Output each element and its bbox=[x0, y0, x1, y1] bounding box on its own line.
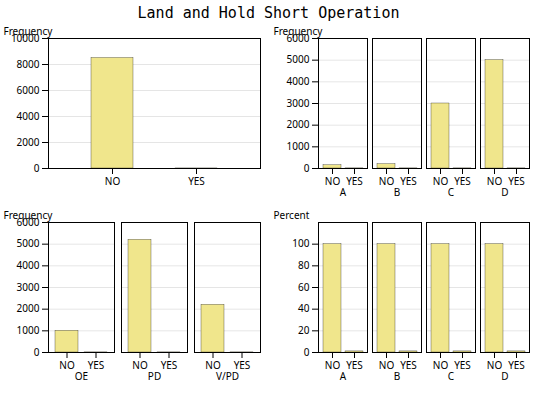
svg-text:2000: 2000 bbox=[17, 135, 40, 149]
svg-text:4000: 4000 bbox=[287, 74, 310, 88]
svg-text:0: 0 bbox=[34, 161, 40, 175]
svg-text:YES: YES bbox=[508, 174, 525, 188]
svg-text:YES: YES bbox=[454, 174, 471, 188]
svg-text:NO: NO bbox=[379, 358, 395, 372]
svg-text:40: 40 bbox=[298, 301, 310, 315]
svg-text:NO: NO bbox=[59, 358, 75, 372]
svg-text:3000: 3000 bbox=[17, 280, 40, 294]
svg-text:20: 20 bbox=[298, 323, 310, 337]
svg-text:Frequency: Frequency bbox=[274, 24, 324, 38]
svg-text:5000: 5000 bbox=[17, 236, 40, 250]
svg-text:YES: YES bbox=[400, 358, 417, 372]
svg-text:B: B bbox=[393, 184, 401, 199]
svg-text:1000: 1000 bbox=[17, 323, 40, 337]
svg-text:NO: NO bbox=[132, 358, 148, 372]
svg-text:B: B bbox=[393, 368, 401, 383]
svg-text:2000: 2000 bbox=[17, 301, 40, 315]
svg-text:NO: NO bbox=[205, 358, 221, 372]
svg-text:NO: NO bbox=[433, 174, 449, 188]
svg-text:C: C bbox=[447, 368, 455, 383]
svg-text:D: D bbox=[501, 368, 509, 383]
svg-text:1000: 1000 bbox=[287, 139, 310, 153]
svg-text:Frequency: Frequency bbox=[4, 24, 54, 38]
svg-text:PD: PD bbox=[148, 369, 161, 383]
svg-text:YES: YES bbox=[346, 358, 363, 372]
svg-text:10000: 10000 bbox=[10, 30, 40, 45]
svg-text:NO: NO bbox=[105, 174, 121, 188]
svg-text:4000: 4000 bbox=[17, 258, 40, 272]
svg-text:100: 100 bbox=[292, 236, 309, 250]
svg-text:NO: NO bbox=[487, 358, 503, 372]
svg-text:0: 0 bbox=[34, 345, 40, 359]
svg-text:80: 80 bbox=[298, 258, 310, 272]
svg-text:2000: 2000 bbox=[287, 117, 310, 131]
svg-text:YES: YES bbox=[508, 358, 525, 372]
svg-text:YES: YES bbox=[346, 174, 363, 188]
svg-text:6000: 6000 bbox=[17, 83, 40, 97]
svg-text:8000: 8000 bbox=[17, 57, 40, 71]
svg-text:NO: NO bbox=[325, 174, 341, 188]
svg-text:C: C bbox=[447, 184, 455, 199]
svg-text:Percent: Percent bbox=[274, 208, 310, 222]
svg-text:0: 0 bbox=[304, 161, 310, 175]
svg-text:D: D bbox=[501, 184, 509, 199]
svg-text:YES: YES bbox=[88, 358, 105, 372]
svg-text:NO: NO bbox=[379, 174, 395, 188]
svg-text:YES: YES bbox=[454, 358, 471, 372]
svg-text:5000: 5000 bbox=[287, 52, 310, 66]
svg-text:NO: NO bbox=[433, 358, 449, 372]
svg-text:6000: 6000 bbox=[286, 30, 310, 45]
svg-text:NO: NO bbox=[325, 358, 341, 372]
svg-text:YES: YES bbox=[400, 174, 417, 188]
svg-text:V/PD: V/PD bbox=[216, 368, 239, 383]
html-text:Land and Hold Short Operation: Land and Hold Short Operation bbox=[137, 4, 400, 22]
svg-text:A: A bbox=[339, 184, 347, 199]
svg-text:4000: 4000 bbox=[17, 109, 40, 123]
svg-text:A: A bbox=[339, 368, 347, 383]
svg-text:YES: YES bbox=[161, 358, 178, 372]
svg-text:YES: YES bbox=[234, 358, 251, 372]
svg-text:OE: OE bbox=[75, 369, 88, 383]
svg-text:3000: 3000 bbox=[287, 96, 310, 110]
svg-text:Frequency: Frequency bbox=[4, 208, 54, 222]
svg-text:0: 0 bbox=[304, 345, 310, 359]
svg-text:6000: 6000 bbox=[16, 214, 40, 229]
svg-text:60: 60 bbox=[298, 280, 310, 294]
svg-text:NO: NO bbox=[487, 174, 503, 188]
svg-text:YES: YES bbox=[188, 174, 205, 188]
